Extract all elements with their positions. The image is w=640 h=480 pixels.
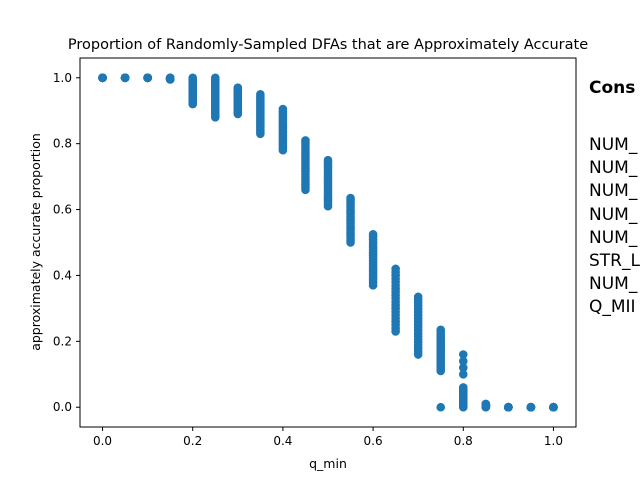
y-tick-label: 0.2 xyxy=(53,334,72,348)
y-tick-label: 0.6 xyxy=(53,203,72,217)
data-point xyxy=(368,229,378,239)
data-point xyxy=(143,73,152,83)
data-point xyxy=(458,356,468,366)
data-point xyxy=(256,89,265,99)
plot-frame xyxy=(79,57,577,428)
x-axis-ticks: 0.0 0.2 0.4 0.6 0.8 1.0 xyxy=(93,427,563,448)
data-point xyxy=(188,73,198,83)
data-point xyxy=(233,83,243,92)
x-tick-label: 0.6 xyxy=(364,434,383,448)
x-tick-label: 0.8 xyxy=(454,434,473,448)
data-point xyxy=(458,350,468,359)
sidebar-item: NUM_ xyxy=(589,227,638,248)
sidebar-item: NUM_ xyxy=(589,135,638,155)
data-point xyxy=(210,73,220,83)
x-tick-label: 0.0 xyxy=(93,434,112,448)
data-points xyxy=(98,73,558,412)
x-tick-label: 0.4 xyxy=(273,434,292,448)
data-point xyxy=(278,104,288,114)
chart-title: Proportion of Randomly-Sampled DFAs that… xyxy=(68,37,588,53)
y-tick-label: 0.4 xyxy=(53,268,72,282)
data-point xyxy=(323,155,333,165)
y-axis-label: approximately accurate proportion xyxy=(28,133,43,351)
data-point xyxy=(98,73,107,83)
data-point xyxy=(413,292,423,302)
data-point xyxy=(458,369,468,379)
data-point xyxy=(436,402,446,412)
sidebar-item: NUM_ xyxy=(589,158,638,179)
x-axis-label: q_min xyxy=(309,456,347,471)
sidebar-title: Cons xyxy=(589,78,636,98)
data-point xyxy=(436,325,446,335)
data-point xyxy=(481,399,491,409)
y-tick-label: 0.8 xyxy=(53,137,72,151)
y-tick-label: 0.0 xyxy=(53,400,72,414)
sidebar-item: NUM_ xyxy=(589,204,638,225)
x-tick-label: 1.0 xyxy=(544,434,563,448)
x-tick-label: 0.2 xyxy=(183,434,202,448)
data-point xyxy=(301,136,310,145)
data-point xyxy=(526,402,536,412)
data-point xyxy=(120,73,130,83)
sidebar-item: NUM_ xyxy=(589,274,638,295)
sidebar-item: STR_L xyxy=(589,251,640,272)
data-point xyxy=(458,363,468,372)
y-axis-ticks: 0.0 0.2 0.4 0.6 0.8 1.0 xyxy=(53,71,80,414)
data-point xyxy=(504,402,513,412)
y-tick-label: 1.0 xyxy=(53,71,72,85)
sidebar-list: NUM_ NUM_ NUM_ NUM_ NUM_ STR_L NUM_ Q_MII xyxy=(589,134,640,320)
data-point xyxy=(346,193,355,203)
data-point xyxy=(165,73,175,83)
data-point xyxy=(391,264,400,274)
data-point xyxy=(458,383,468,392)
sidebar-item: NUM_ xyxy=(589,181,638,202)
sidebar-item: Q_MII xyxy=(589,297,636,318)
data-point xyxy=(549,402,558,412)
